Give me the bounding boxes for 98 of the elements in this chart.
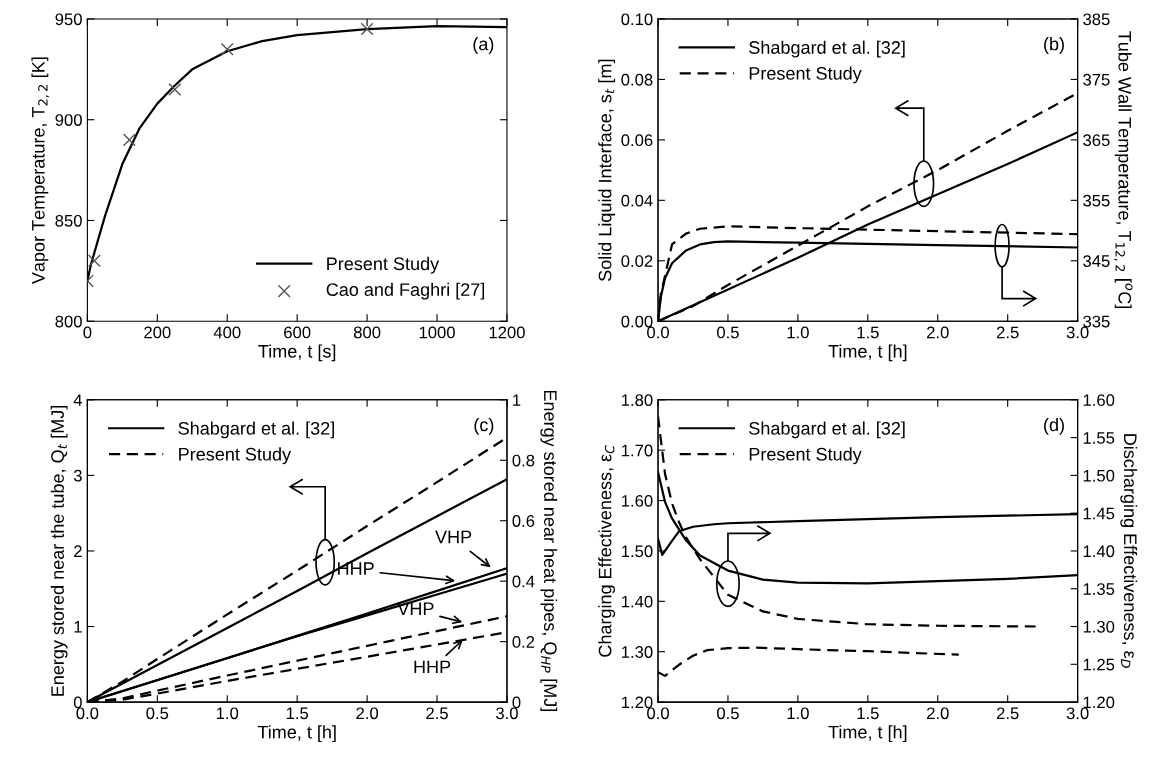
y-tick-label: 0.10 — [621, 13, 653, 26]
x-tick-label: 1.0 — [787, 707, 809, 720]
y-axis-title: Solid Liquid Interface, s$_{t}$ [m] — [598, 59, 616, 282]
legend-label: Cao and Faghri [27] — [326, 282, 485, 300]
x-tick-label: 200 — [144, 326, 171, 339]
y2-tick-label: 0.8 — [512, 454, 535, 467]
y2-tick-label: 365 — [1083, 134, 1110, 147]
y2-tick-label: 0.6 — [512, 515, 535, 527]
annotation: (b) — [1044, 37, 1064, 54]
y-axis-title: Vapor Temperature, T$_{2,2}$ [K] — [31, 57, 49, 285]
x-axis-title: Time, t [h] — [828, 344, 907, 362]
x-tick-label: 2.0 — [356, 707, 379, 720]
y2-tick-label: 1.60 — [1083, 394, 1115, 407]
x-tick-label: 800 — [353, 326, 381, 339]
annotation: VHP — [397, 602, 434, 615]
x-tick-label: 3.0 — [1066, 707, 1089, 720]
x-tick-label: 0.0 — [76, 707, 99, 720]
annotation: HHP — [414, 660, 451, 674]
y2-tick-label: 375 — [1083, 73, 1110, 86]
x-tick-label: 1.0 — [787, 326, 809, 339]
y2-tick-label: 1.40 — [1083, 545, 1115, 558]
y-tick-label: 0.08 — [621, 73, 653, 86]
y-tick-label: 0 — [73, 696, 82, 709]
y2-tick-label: 1.55 — [1083, 432, 1115, 444]
y-axis-title: Energy stored near the tube, Q$_{t}$ [MJ] — [50, 405, 68, 696]
y2-tick-label: 345 — [1083, 255, 1110, 267]
y-tick-label: 0.04 — [621, 194, 653, 207]
y-tick-label: 0.02 — [621, 255, 653, 267]
x-axis-title: Time, t [h] — [828, 725, 907, 743]
y-tick-label: 1.20 — [622, 696, 653, 709]
y-tick-label: 800 — [55, 315, 82, 328]
y2-tick-label: 355 — [1083, 194, 1110, 207]
x-tick-label: 3.0 — [1066, 326, 1089, 339]
y-tick-label: 1 — [74, 621, 82, 633]
x-tick-label: 1.5 — [286, 707, 309, 720]
y-tick-label: 2 — [74, 545, 82, 557]
y-tick-label: 1.80 — [622, 394, 653, 407]
y2-axis-title: Energy stored near heat pipes, Q$_{HP}$ [MJ] — [540, 390, 558, 712]
x-tick-label: 0.0 — [647, 326, 669, 339]
y2-tick-label: 385 — [1083, 13, 1110, 26]
y2-tick-label: 1.20 — [1083, 696, 1115, 709]
y2-tick-label: 1 — [513, 394, 521, 406]
x-tick-label: 0.0 — [647, 707, 669, 720]
y-tick-label: 3 — [73, 469, 82, 482]
y-tick-label: 0.06 — [621, 134, 653, 147]
x-tick-label: 600 — [284, 326, 311, 339]
y2-tick-label: 1.25 — [1083, 658, 1115, 671]
y2-tick-label: 1.35 — [1083, 583, 1115, 595]
legend-label: Present Study — [749, 447, 862, 465]
x-tick-label: 1.5 — [857, 707, 879, 720]
x-tick-label: 0.5 — [717, 326, 739, 339]
legend-label: Present Study — [327, 256, 440, 274]
y-tick-label: 0.00 — [621, 315, 653, 328]
legend-label: Present Study — [179, 447, 292, 465]
x-axis-title: Time, t [h] — [257, 725, 336, 743]
x-tick-label: 0.5 — [146, 707, 169, 720]
x-tick-label: 1200 — [489, 326, 525, 339]
y-tick-label: 1.50 — [622, 545, 653, 558]
x-tick-label: 0.5 — [717, 707, 739, 720]
y2-tick-label: 0 — [512, 696, 521, 709]
legend-label: Present Study — [749, 66, 862, 84]
y2-tick-label: 1.30 — [1083, 620, 1115, 633]
y2-tick-label: 1.45 — [1083, 507, 1115, 520]
y2-tick-label: 0.2 — [512, 636, 535, 648]
y-tick-label: 1.60 — [622, 494, 653, 507]
y2-axis-title: Discharging Effectiveness, ε$_{D}$ — [1120, 434, 1138, 668]
y-tick-label: 1.30 — [622, 646, 653, 658]
x-tick-label: 1.5 — [857, 326, 879, 339]
y-axis-title: Charging Effectiveness, ε$_{C}$ — [598, 444, 616, 657]
y2-tick-label: 1.50 — [1083, 469, 1115, 482]
y2-tick-label: 335 — [1083, 315, 1110, 328]
x-tick-label: 2.5 — [996, 707, 1019, 720]
annotation: (d) — [1044, 417, 1064, 435]
legend-label: Shabgard et al. [32] — [749, 421, 905, 439]
x-tick-label: 0 — [83, 326, 92, 339]
x-tick-label: 2.0 — [927, 707, 949, 720]
x-tick-label: 1.0 — [216, 707, 239, 720]
x-tick-label: 2.0 — [927, 326, 949, 339]
y-tick-label: 1.70 — [622, 444, 653, 457]
y-tick-label: 900 — [55, 114, 82, 126]
y-tick-label: 4 — [73, 394, 83, 406]
legend-label: Shabgard et al. [32] — [178, 421, 334, 439]
x-tick-label: 2.5 — [996, 326, 1019, 339]
y-tick-label: 850 — [55, 214, 82, 227]
annotation: (c) — [474, 417, 494, 435]
y-tick-label: 950 — [55, 13, 82, 26]
y2-axis-title: Tube Wall Temperature, T$_{12,2}$ [$^{o}$C] — [1114, 31, 1133, 308]
x-tick-label: 400 — [213, 326, 241, 339]
annotation: HHP — [338, 562, 374, 575]
y-tick-label: 1.40 — [622, 595, 653, 608]
y2-tick-label: 0.4 — [512, 575, 535, 588]
x-axis-title: Time, t [s] — [258, 344, 336, 362]
legend-label: Shabgard et al. [32] — [749, 40, 905, 58]
x-tick-label: 3.0 — [496, 707, 518, 720]
x-tick-label: 1000 — [419, 326, 455, 339]
x-tick-label: 2.5 — [426, 707, 448, 720]
annotation: (a) — [473, 37, 494, 54]
annotation: VHP — [435, 530, 472, 544]
